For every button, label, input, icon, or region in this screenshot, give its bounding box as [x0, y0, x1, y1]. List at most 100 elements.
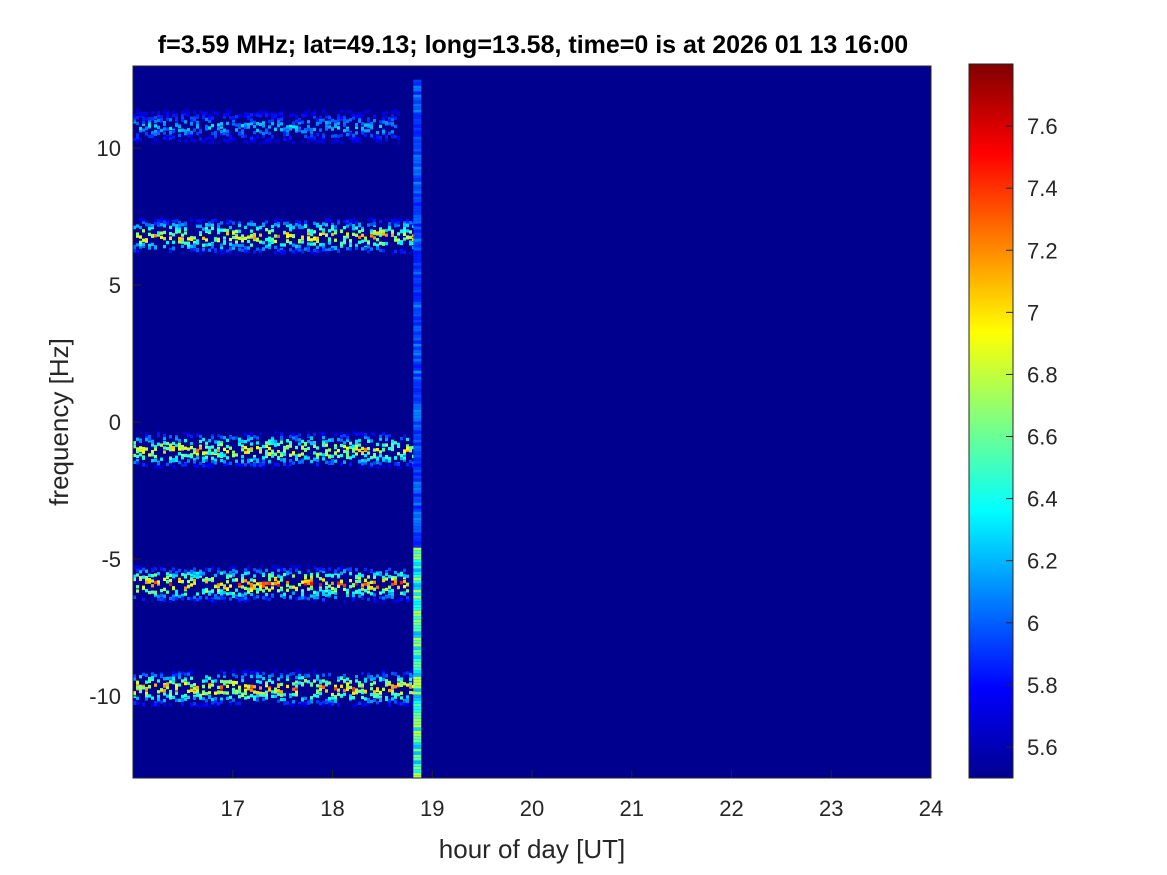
heatmap-cell: [391, 114, 394, 118]
heatmap-cell: [202, 588, 205, 592]
heatmap-cell: [136, 589, 139, 593]
heatmap-cell: [413, 352, 422, 356]
heatmap-cell: [394, 441, 397, 445]
heatmap-cell: [379, 454, 382, 458]
colorbar-tick-label: 5.6: [1027, 735, 1058, 760]
heatmap-cell: [313, 252, 316, 256]
heatmap-cell: [352, 691, 355, 695]
heatmap-cell: [280, 438, 283, 442]
heatmap-cell: [292, 672, 295, 676]
heatmap-cell: [247, 460, 250, 464]
heatmap-cell: [340, 244, 343, 248]
heatmap-cell: [403, 576, 406, 580]
heatmap-cell: [268, 686, 271, 690]
heatmap-cell: [376, 585, 379, 589]
heatmap-cell: [175, 570, 178, 575]
heatmap-cell: [337, 678, 340, 682]
heatmap-cell: [172, 441, 175, 446]
heatmap-cell: [337, 114, 340, 118]
heatmap-cell: [277, 699, 280, 703]
heatmap-cell: [361, 459, 364, 463]
heatmap-cell: [199, 704, 202, 708]
heatmap-cell: [274, 669, 277, 673]
heatmap-cell: [217, 231, 220, 235]
heatmap-cell: [256, 227, 259, 231]
heatmap-cell: [142, 703, 145, 707]
heatmap-cell: [181, 128, 184, 132]
heatmap-cell: [310, 232, 313, 236]
heatmap-cell: [226, 456, 229, 460]
heatmap-cell: [268, 245, 271, 250]
heatmap-cell: [241, 448, 244, 452]
heatmap-cell: [262, 589, 265, 593]
heatmap-cell: [413, 568, 422, 572]
heatmap-cell: [259, 568, 262, 572]
heatmap-cell: [413, 388, 422, 392]
heatmap-cell: [199, 110, 202, 114]
heatmap-cell: [289, 672, 292, 676]
heatmap-cell: [413, 340, 422, 344]
heatmap-cell: [169, 573, 172, 578]
heatmap-cell: [190, 237, 193, 241]
heatmap-cell: [382, 443, 385, 447]
heatmap-cell: [154, 580, 157, 585]
heatmap-cell: [413, 616, 422, 620]
heatmap-cell: [271, 449, 274, 453]
heatmap-cell: [394, 695, 397, 699]
heatmap-cell: [217, 447, 220, 451]
heatmap-cell: [280, 575, 283, 579]
heatmap-cell: [413, 475, 422, 479]
heatmap-cell: [172, 567, 175, 571]
heatmap-cell: [202, 111, 205, 115]
heatmap-cell: [277, 589, 280, 593]
heatmap-cell: [196, 597, 199, 602]
heatmap-cell: [193, 116, 196, 120]
heatmap-cell: [268, 678, 271, 683]
heatmap-cell: [337, 449, 340, 453]
heatmap-cell: [214, 584, 217, 589]
heatmap-cell: [202, 464, 205, 468]
heatmap-cell: [355, 220, 358, 224]
heatmap-cell: [244, 599, 247, 603]
heatmap-cell: [262, 121, 265, 125]
heatmap-cell: [413, 595, 422, 599]
heatmap-cell: [292, 121, 295, 125]
heatmap-cell: [136, 701, 139, 705]
heatmap-cell: [413, 775, 422, 779]
heatmap-cell: [349, 456, 352, 460]
heatmap-cell: [205, 699, 208, 703]
heatmap-cell: [247, 435, 250, 439]
heatmap-cell: [310, 138, 313, 143]
heatmap-cell: [283, 702, 286, 706]
heatmap-cell: [400, 217, 403, 222]
heatmap-cell: [361, 592, 364, 596]
heatmap-cell: [334, 569, 337, 573]
heatmap-cell: [310, 112, 313, 116]
heatmap-cell: [406, 444, 409, 448]
heatmap-cell: [388, 227, 391, 231]
heatmap-cell: [307, 672, 310, 676]
heatmap-cell: [385, 455, 388, 459]
heatmap-cell: [413, 652, 422, 656]
heatmap-cell: [169, 676, 172, 680]
heatmap-cell: [413, 244, 422, 248]
heatmap-cell: [136, 686, 139, 690]
heatmap-cell: [142, 128, 145, 132]
heatmap-cell: [268, 243, 271, 247]
heatmap-cell: [196, 114, 199, 118]
heatmap-cell: [304, 579, 307, 583]
heatmap-cell: [193, 448, 196, 452]
heatmap-cell: [169, 693, 172, 697]
heatmap-cell: [373, 572, 376, 576]
heatmap-cell: [409, 669, 412, 673]
heatmap-cell: [349, 118, 352, 122]
heatmap-cell: [157, 432, 160, 436]
heatmap-cell: [214, 248, 217, 252]
heatmap-cell: [226, 444, 229, 449]
heatmap-cell: [157, 582, 160, 586]
heatmap-cell: [142, 220, 145, 224]
heatmap-cell: [223, 570, 226, 574]
heatmap-cell: [367, 582, 370, 586]
heatmap-cell: [181, 679, 184, 683]
